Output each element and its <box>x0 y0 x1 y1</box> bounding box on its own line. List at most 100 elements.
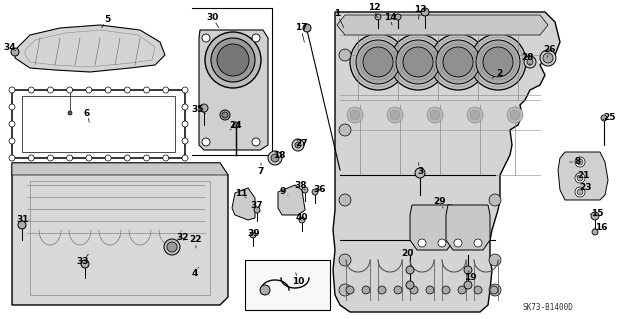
Circle shape <box>489 284 501 296</box>
Circle shape <box>591 212 599 220</box>
Circle shape <box>470 34 526 90</box>
Circle shape <box>346 286 354 294</box>
Text: 19: 19 <box>464 273 476 283</box>
Circle shape <box>524 56 536 68</box>
Circle shape <box>28 155 34 161</box>
Circle shape <box>489 254 501 266</box>
Circle shape <box>182 87 188 93</box>
Circle shape <box>68 111 72 115</box>
Circle shape <box>430 110 440 120</box>
Circle shape <box>403 47 433 77</box>
Text: 8: 8 <box>575 158 581 167</box>
Text: 23: 23 <box>580 183 592 192</box>
Text: 39: 39 <box>248 228 260 238</box>
Polygon shape <box>410 205 454 250</box>
Text: 3: 3 <box>417 167 423 175</box>
Text: 35: 35 <box>192 105 204 114</box>
Polygon shape <box>232 188 255 220</box>
Circle shape <box>375 14 381 20</box>
Text: 24: 24 <box>230 122 243 130</box>
Circle shape <box>474 286 482 294</box>
Circle shape <box>9 104 15 110</box>
Circle shape <box>202 138 210 146</box>
Circle shape <box>11 48 19 56</box>
Text: 29: 29 <box>434 197 446 206</box>
Polygon shape <box>278 185 305 215</box>
Circle shape <box>303 24 311 32</box>
Circle shape <box>442 286 450 294</box>
Text: 25: 25 <box>603 114 615 122</box>
Circle shape <box>9 138 15 144</box>
Text: 20: 20 <box>401 249 413 258</box>
Circle shape <box>540 50 556 66</box>
Polygon shape <box>446 205 490 250</box>
Text: 31: 31 <box>17 216 29 225</box>
Circle shape <box>295 142 301 148</box>
Circle shape <box>250 232 256 238</box>
Circle shape <box>418 239 426 247</box>
Text: 21: 21 <box>577 172 589 181</box>
Circle shape <box>339 124 351 136</box>
Circle shape <box>271 154 279 162</box>
Circle shape <box>292 139 304 151</box>
Text: 9: 9 <box>280 188 286 197</box>
Circle shape <box>467 107 483 123</box>
Circle shape <box>436 40 480 84</box>
Circle shape <box>577 189 583 195</box>
Text: 37: 37 <box>251 202 263 211</box>
Polygon shape <box>12 163 228 175</box>
Circle shape <box>312 189 318 195</box>
Circle shape <box>143 155 150 161</box>
Circle shape <box>601 115 607 121</box>
Text: 16: 16 <box>595 224 607 233</box>
Circle shape <box>396 40 440 84</box>
Circle shape <box>163 155 169 161</box>
Text: 26: 26 <box>543 46 556 55</box>
Circle shape <box>378 286 386 294</box>
Text: 11: 11 <box>235 189 247 197</box>
Text: 32: 32 <box>177 234 189 242</box>
Circle shape <box>426 286 434 294</box>
Circle shape <box>163 87 169 93</box>
Text: 7: 7 <box>258 167 264 175</box>
Circle shape <box>510 110 520 120</box>
Circle shape <box>164 239 180 255</box>
Circle shape <box>454 239 462 247</box>
Text: 18: 18 <box>273 152 285 160</box>
Circle shape <box>390 110 400 120</box>
Circle shape <box>575 187 585 197</box>
Circle shape <box>260 285 270 295</box>
Polygon shape <box>337 15 548 35</box>
Circle shape <box>86 155 92 161</box>
Circle shape <box>476 40 520 84</box>
Text: 34: 34 <box>4 43 16 53</box>
Circle shape <box>496 68 504 76</box>
Circle shape <box>543 53 553 63</box>
Text: 1: 1 <box>334 10 340 19</box>
Polygon shape <box>333 12 560 312</box>
Circle shape <box>387 107 403 123</box>
Text: 36: 36 <box>314 186 326 195</box>
Circle shape <box>575 157 585 167</box>
Circle shape <box>339 49 351 61</box>
Circle shape <box>507 107 523 123</box>
Circle shape <box>18 221 26 229</box>
Polygon shape <box>12 163 228 305</box>
Text: 2: 2 <box>496 69 502 78</box>
Circle shape <box>394 286 402 294</box>
Circle shape <box>124 87 131 93</box>
Circle shape <box>443 47 473 77</box>
Circle shape <box>458 286 466 294</box>
Circle shape <box>577 175 583 181</box>
Circle shape <box>427 107 443 123</box>
Circle shape <box>362 286 370 294</box>
Circle shape <box>67 87 73 93</box>
Circle shape <box>490 286 498 294</box>
Circle shape <box>474 239 482 247</box>
Circle shape <box>200 104 208 112</box>
Text: 28: 28 <box>522 54 534 63</box>
Text: 13: 13 <box>413 4 426 13</box>
Circle shape <box>339 284 351 296</box>
Circle shape <box>182 104 188 110</box>
Circle shape <box>430 34 486 90</box>
